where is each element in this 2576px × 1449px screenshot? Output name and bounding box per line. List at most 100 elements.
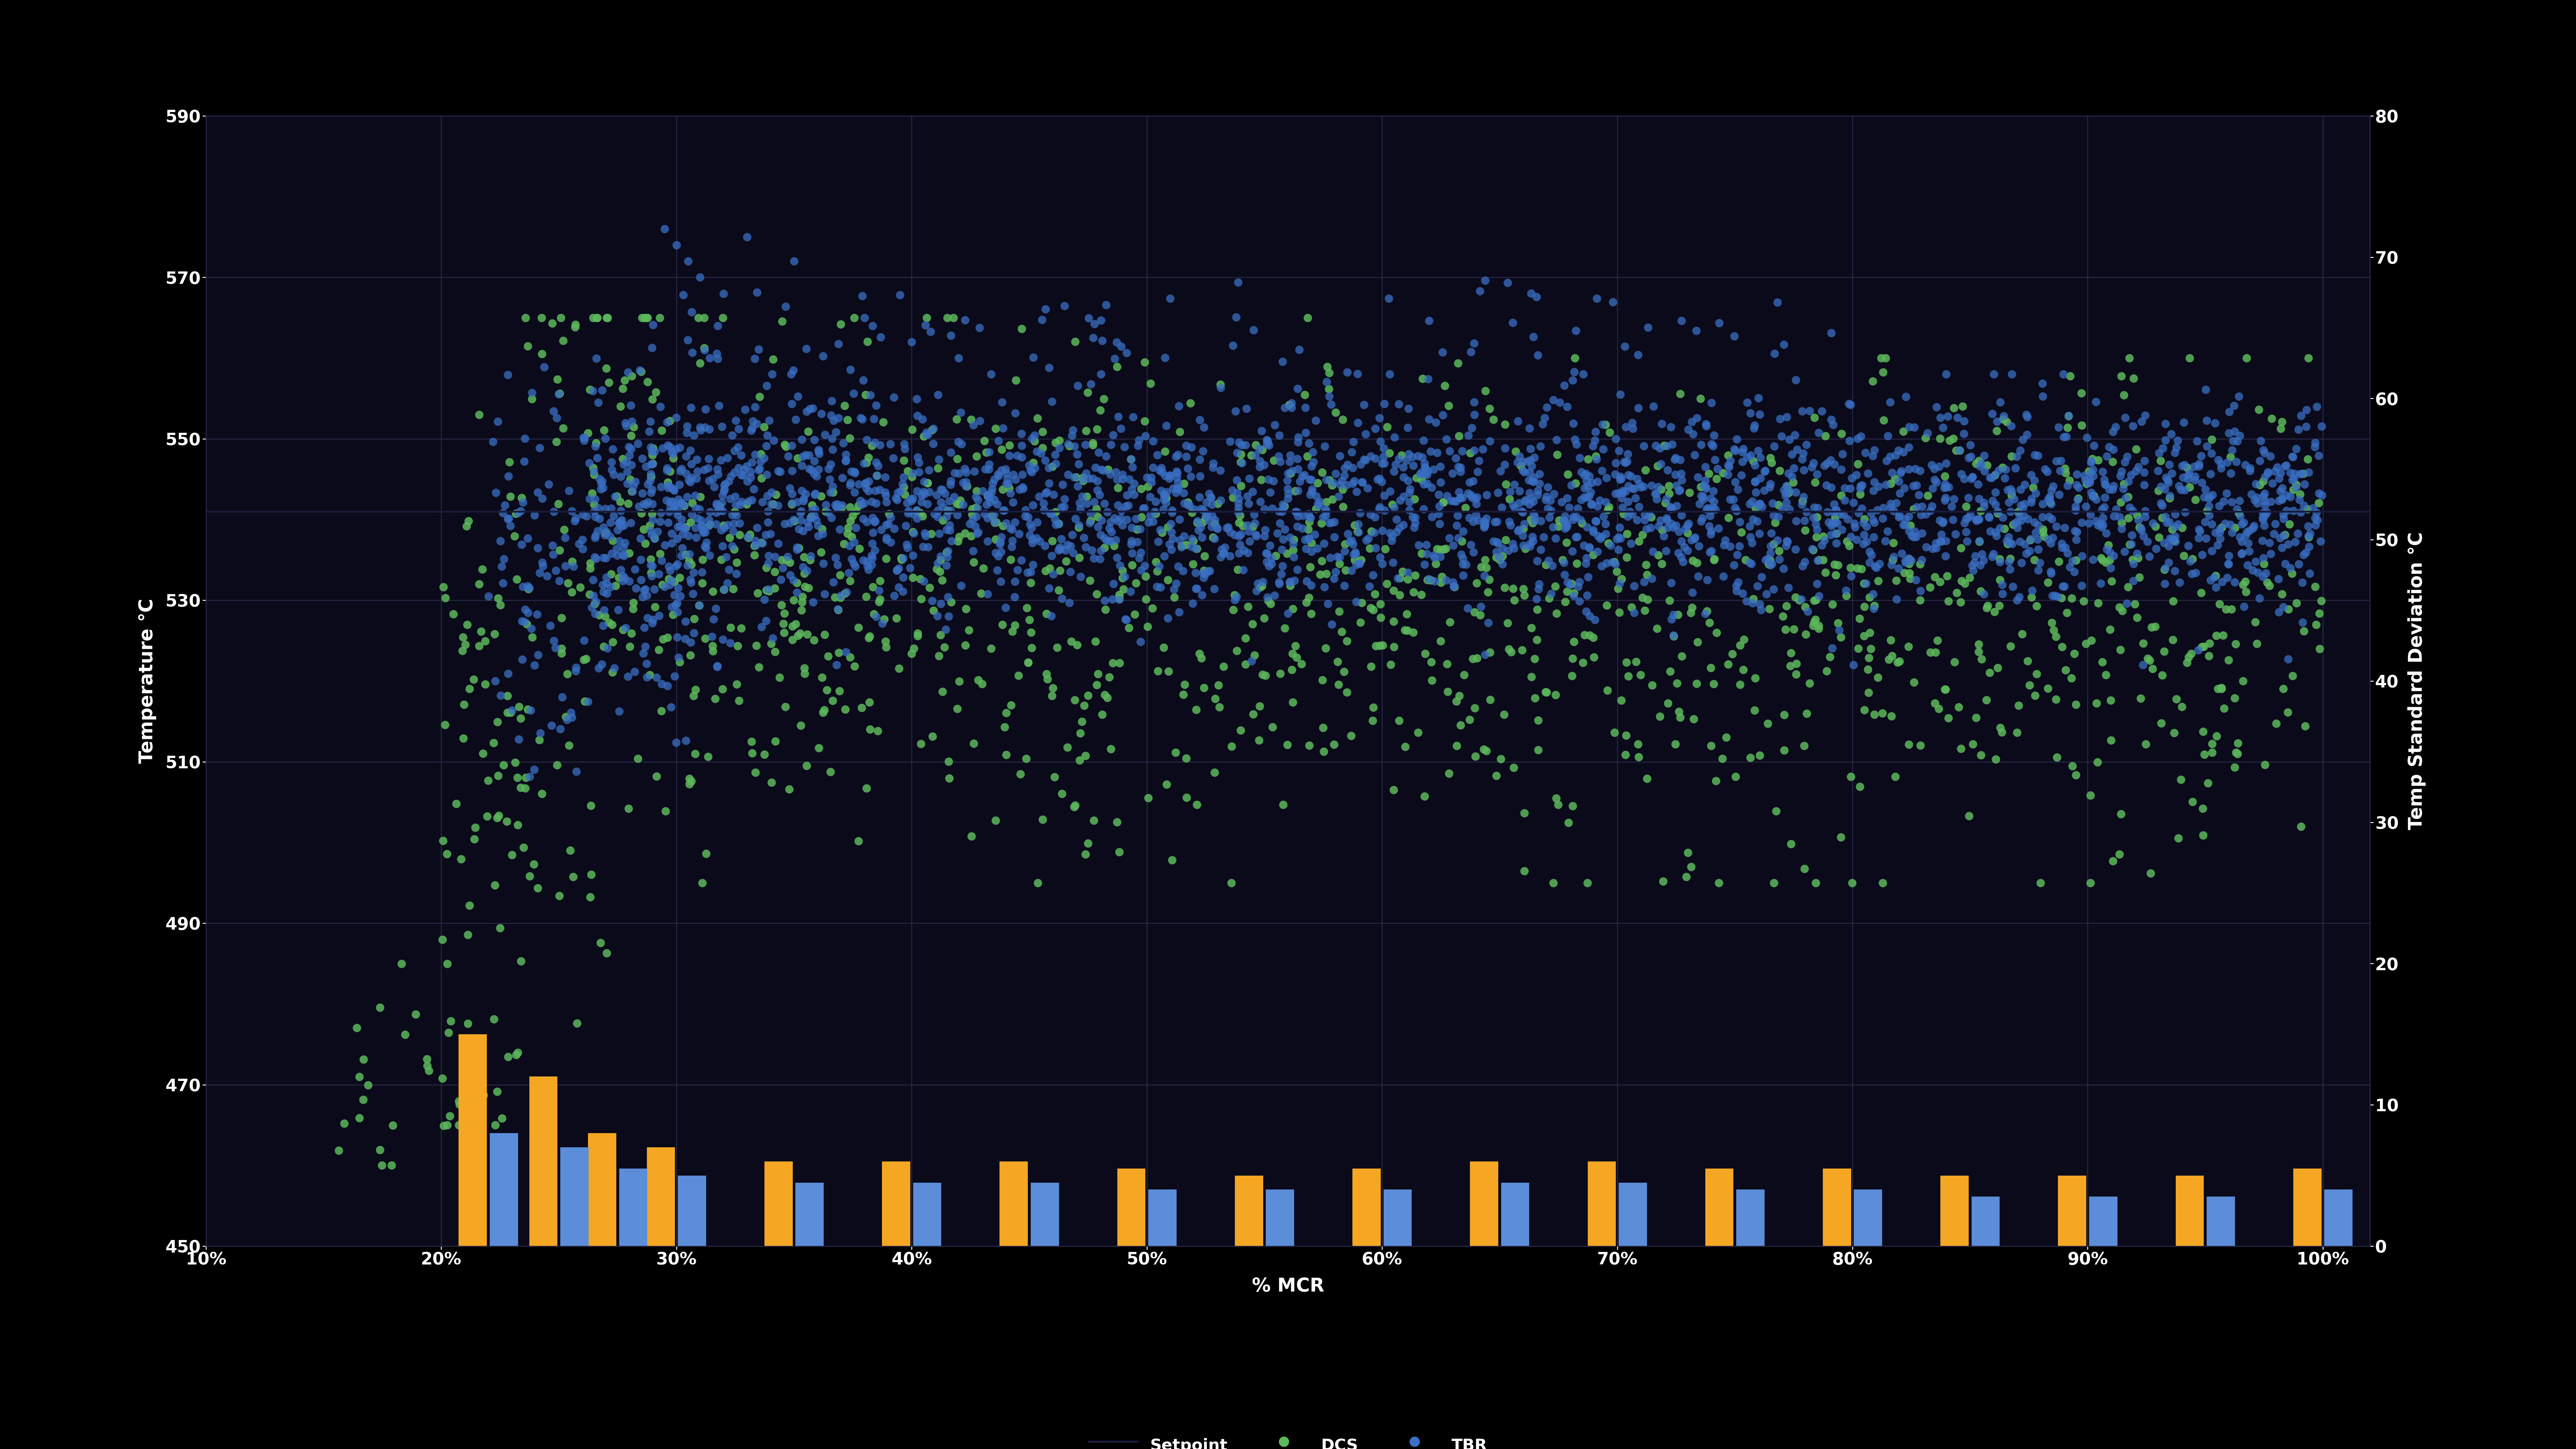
Point <box>2246 571 2287 594</box>
Point <box>1373 493 1414 516</box>
Point <box>1110 448 1151 471</box>
Point <box>1311 488 1352 511</box>
Point <box>909 575 951 598</box>
Point <box>497 813 538 836</box>
Point <box>1533 483 1574 506</box>
Point <box>1352 696 1394 719</box>
Point <box>1963 494 2004 517</box>
Point <box>1110 542 1151 565</box>
Point <box>1007 454 1048 477</box>
Point <box>1347 477 1388 500</box>
Point <box>2164 478 2205 501</box>
Point <box>2058 487 2099 510</box>
Point <box>634 596 675 619</box>
Point <box>902 491 943 514</box>
Point <box>1494 474 1535 497</box>
Point <box>2071 484 2112 507</box>
Point <box>1061 467 1103 490</box>
Point <box>1685 414 1726 438</box>
Point <box>1749 554 1790 577</box>
Point <box>1862 871 1904 894</box>
Point <box>829 426 871 449</box>
Point <box>654 438 696 461</box>
Point <box>2099 596 2141 619</box>
Point <box>1602 568 1643 591</box>
Point <box>842 407 884 430</box>
Point <box>554 316 595 339</box>
Point <box>2262 596 2303 619</box>
Point <box>693 607 734 630</box>
Point <box>1492 577 1533 600</box>
Point <box>2084 468 2125 491</box>
Point <box>1350 520 1391 543</box>
Point <box>2190 645 2231 668</box>
Point <box>1978 391 2020 414</box>
Point <box>1257 571 1298 594</box>
Point <box>422 829 464 852</box>
Point <box>891 330 933 354</box>
Point <box>2192 427 2233 451</box>
Point <box>1190 493 1231 516</box>
Point <box>2287 526 2329 549</box>
Point <box>703 500 744 523</box>
Point <box>956 445 997 468</box>
Point <box>981 526 1023 549</box>
Point <box>907 536 948 559</box>
Point <box>1376 520 1417 543</box>
Point <box>2290 522 2331 545</box>
Point <box>2071 784 2112 807</box>
Point <box>1775 368 1816 391</box>
Point <box>2074 458 2115 481</box>
Point <box>641 574 683 597</box>
Point <box>652 696 693 719</box>
Point <box>562 527 603 551</box>
Point <box>1749 549 1790 572</box>
Point <box>2045 601 2087 625</box>
Point <box>768 445 809 468</box>
Point <box>1687 600 1728 623</box>
Point <box>811 452 853 475</box>
Point <box>1553 361 1595 384</box>
Point <box>1193 452 1234 475</box>
Point <box>1615 509 1656 532</box>
Point <box>2239 587 2280 610</box>
Point <box>1625 598 1667 622</box>
Point <box>920 491 961 514</box>
Point <box>693 635 734 658</box>
Point <box>1059 491 1100 514</box>
X-axis label: % MCR: % MCR <box>1252 1277 1324 1295</box>
Point <box>1373 778 1414 801</box>
Point <box>1940 439 1981 462</box>
Point <box>1517 629 1558 652</box>
Point <box>791 397 832 420</box>
Point <box>1151 498 1193 522</box>
Point <box>1899 459 1940 483</box>
Point <box>621 568 662 591</box>
Point <box>592 542 634 565</box>
Point <box>1767 481 1808 504</box>
Point <box>1144 464 1185 487</box>
Point <box>2125 733 2166 756</box>
Point <box>786 623 827 646</box>
Point <box>1213 598 1255 622</box>
Point <box>1497 451 1538 474</box>
Point <box>1311 511 1352 535</box>
Point <box>788 443 829 467</box>
Point <box>1739 387 1780 410</box>
Point <box>626 306 667 329</box>
Point <box>2298 509 2339 532</box>
Point <box>2218 732 2259 755</box>
Point <box>2017 559 2058 582</box>
Point <box>744 588 786 611</box>
Point <box>2074 435 2115 458</box>
Point <box>489 507 531 530</box>
Point <box>920 478 961 501</box>
Point <box>649 555 690 578</box>
Point <box>672 465 714 488</box>
Point <box>631 519 672 542</box>
Point <box>1082 509 1123 532</box>
Point <box>631 509 672 532</box>
Point <box>1716 765 1757 788</box>
Point <box>1783 509 1824 532</box>
Point <box>1409 440 1450 464</box>
